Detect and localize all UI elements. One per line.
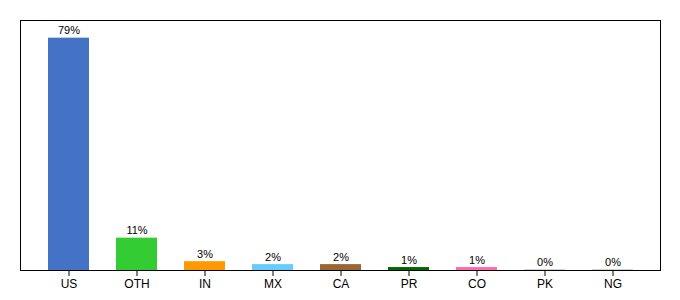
svg-text:OTH: OTH bbox=[124, 277, 149, 291]
svg-text:11%: 11% bbox=[126, 224, 147, 236]
svg-text:US: US bbox=[61, 277, 78, 291]
svg-text:IN: IN bbox=[199, 277, 211, 291]
svg-text:0%: 0% bbox=[605, 256, 621, 268]
svg-text:PK: PK bbox=[537, 277, 553, 291]
svg-text:CO: CO bbox=[468, 277, 486, 291]
svg-text:1%: 1% bbox=[401, 254, 417, 266]
svg-text:2%: 2% bbox=[265, 251, 281, 263]
svg-text:3%: 3% bbox=[197, 248, 213, 260]
svg-text:NG: NG bbox=[604, 277, 622, 291]
svg-text:CA: CA bbox=[333, 277, 350, 291]
svg-text:79%: 79% bbox=[58, 24, 80, 36]
svg-text:PR: PR bbox=[401, 277, 418, 291]
svg-text:2%: 2% bbox=[333, 251, 349, 263]
svg-text:1%: 1% bbox=[469, 254, 485, 266]
svg-text:0%: 0% bbox=[537, 256, 553, 268]
svg-text:MX: MX bbox=[264, 277, 282, 291]
